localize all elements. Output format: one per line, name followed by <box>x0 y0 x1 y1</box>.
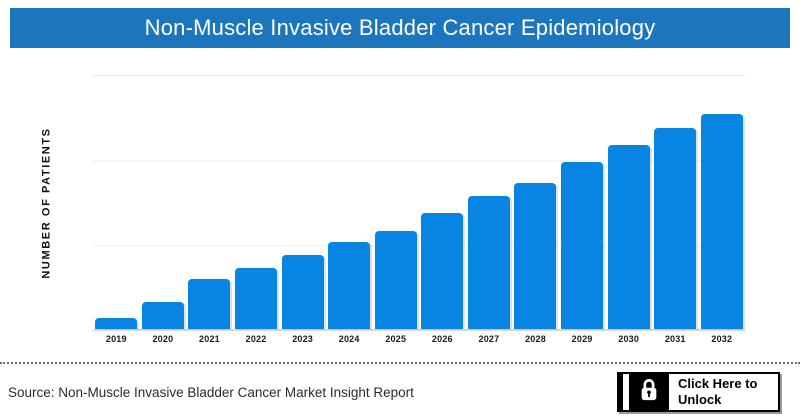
page-title: Non-Muscle Invasive Bladder Cancer Epide… <box>144 15 656 40</box>
lock-icon <box>638 377 660 408</box>
bar-2030 <box>607 145 650 329</box>
bar-slot-2020 <box>140 75 187 329</box>
bar-slot-2031 <box>652 75 699 329</box>
bar-2029 <box>561 162 604 329</box>
bar-slot-2022 <box>233 75 280 329</box>
x-tick-label-2028: 2028 <box>525 334 546 344</box>
bar-2022 <box>235 268 278 329</box>
x-tick-label-2027: 2027 <box>478 334 500 344</box>
bar-2032 <box>700 114 743 329</box>
bar-slot-2032 <box>699 75 746 329</box>
y-axis-label-column: NUMBER OF PATIENTS <box>0 75 93 331</box>
bar-slot-2026 <box>419 75 466 329</box>
bar-slot-2024 <box>326 75 373 329</box>
chart-plot-area <box>93 75 745 331</box>
lock-icon-box <box>629 374 669 410</box>
x-tick-label-2030: 2030 <box>618 334 640 344</box>
bar-slot-2030 <box>605 75 652 329</box>
bar-2031 <box>654 128 697 329</box>
bar-slot-2027 <box>466 75 513 329</box>
x-tick-label-2019: 2019 <box>105 334 127 344</box>
bar-slot-2023 <box>279 75 326 329</box>
unlock-button-left-bar <box>619 374 623 410</box>
bar-2024 <box>328 242 371 329</box>
x-tick-label-2032: 2032 <box>711 334 733 344</box>
x-tick-label-2020: 2020 <box>152 334 174 344</box>
plot-bars <box>93 75 745 329</box>
y-axis-label: NUMBER OF PATIENTS <box>40 127 53 279</box>
title-banner: Non-Muscle Invasive Bladder Cancer Epide… <box>10 8 790 48</box>
x-tick-label-2031: 2031 <box>664 334 686 344</box>
unlock-button-line1: Click Here to <box>678 376 758 391</box>
bar-2023 <box>281 255 324 329</box>
unlock-button[interactable]: Click Here to Unlock <box>617 372 780 412</box>
x-tick-label-2024: 2024 <box>338 334 360 344</box>
x-tick-label-2025: 2025 <box>385 334 407 344</box>
unlock-button-gap <box>623 374 629 410</box>
dotted-separator <box>0 362 800 364</box>
bar-slot-2019 <box>93 75 140 329</box>
unlock-button-text: Click Here to Unlock <box>669 374 778 410</box>
x-axis-labels: 2019 2020 2021 2022 2023 2024 2025 2026 2027 2028… <box>93 334 745 344</box>
bar-2028 <box>514 183 557 329</box>
x-tick-label-2022: 2022 <box>245 334 267 344</box>
bar-2025 <box>374 231 417 329</box>
x-tick-label-2023: 2023 <box>292 334 314 344</box>
bar-slot-2029 <box>559 75 606 329</box>
x-tick-label-2029: 2029 <box>571 334 593 344</box>
bar-slot-2028 <box>512 75 559 329</box>
bar-2019 <box>95 318 138 329</box>
x-tick-label-2021: 2021 <box>199 334 220 344</box>
bar-slot-2025 <box>372 75 419 329</box>
x-tick-label-2026: 2026 <box>431 334 453 344</box>
bar-2021 <box>188 279 231 329</box>
bar-2027 <box>467 196 510 329</box>
bar-2020 <box>141 302 184 329</box>
bar-2026 <box>421 213 464 329</box>
source-text: Source: Non-Muscle Invasive Bladder Canc… <box>8 385 414 400</box>
unlock-button-line2: Unlock <box>678 392 722 407</box>
bar-slot-2021 <box>186 75 233 329</box>
